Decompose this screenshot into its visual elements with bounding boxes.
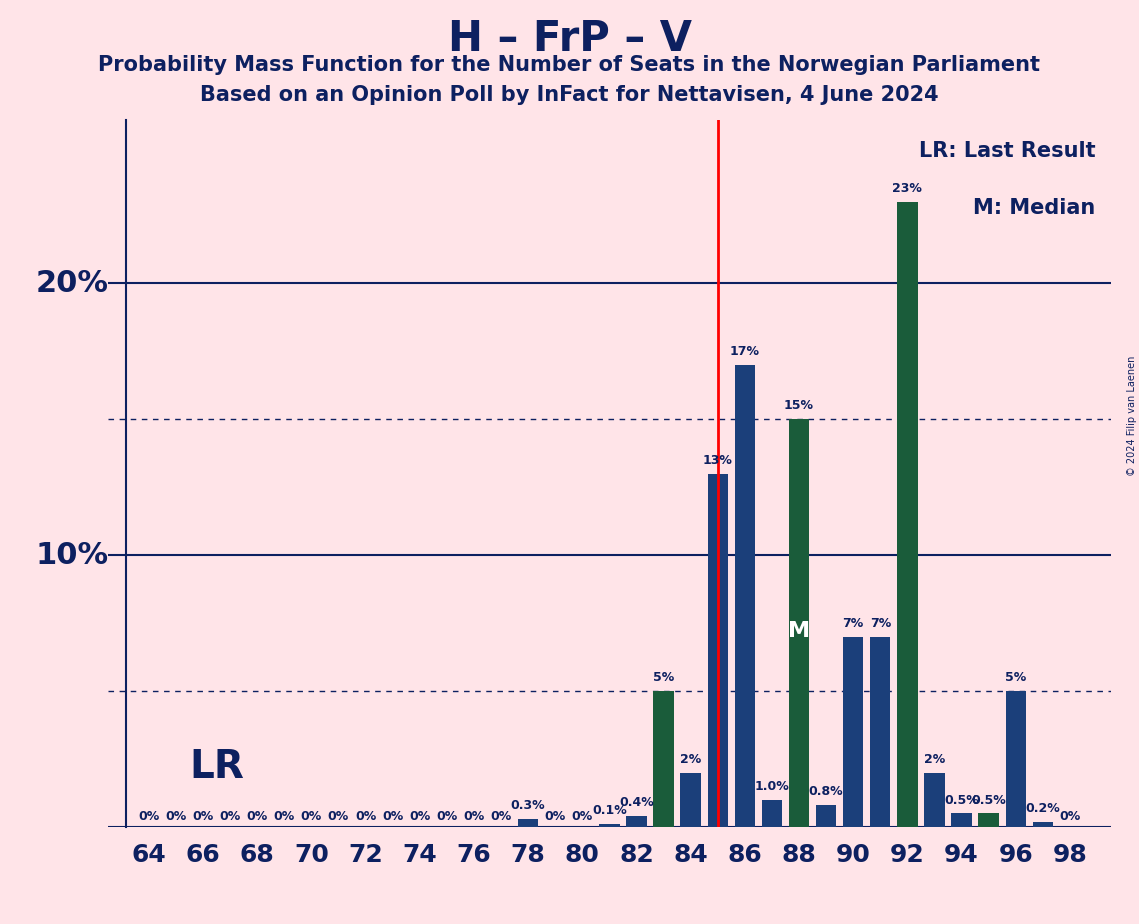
Text: Based on an Opinion Poll by InFact for Nettavisen, 4 June 2024: Based on an Opinion Poll by InFact for N…	[200, 85, 939, 105]
Text: 0%: 0%	[464, 810, 484, 823]
Text: 0.5%: 0.5%	[944, 794, 978, 807]
Text: M: Median: M: Median	[973, 198, 1096, 218]
Bar	[978, 813, 999, 827]
Text: H – FrP – V: H – FrP – V	[448, 18, 691, 60]
Text: 10%: 10%	[35, 541, 108, 569]
Text: 0%: 0%	[165, 810, 187, 823]
Text: 7%: 7%	[870, 617, 891, 630]
Bar	[762, 800, 782, 827]
Bar	[843, 637, 863, 827]
Text: LR: Last Result: LR: Last Result	[919, 141, 1096, 162]
Text: LR: LR	[189, 748, 245, 786]
Text: 2%: 2%	[924, 753, 945, 766]
Text: 0%: 0%	[301, 810, 322, 823]
Text: 5%: 5%	[1005, 671, 1026, 685]
Text: 0%: 0%	[544, 810, 566, 823]
Bar	[951, 813, 972, 827]
Bar	[654, 691, 673, 827]
Text: 7%: 7%	[843, 617, 863, 630]
Text: 2%: 2%	[680, 753, 702, 766]
Text: 0%: 0%	[382, 810, 403, 823]
Bar	[1033, 821, 1052, 827]
Text: 0%: 0%	[491, 810, 511, 823]
Bar	[518, 819, 539, 827]
Bar	[707, 473, 728, 827]
Bar	[626, 816, 647, 827]
Text: 1.0%: 1.0%	[754, 780, 789, 793]
Text: 0.4%: 0.4%	[620, 796, 654, 809]
Text: © 2024 Filip van Laenen: © 2024 Filip van Laenen	[1126, 356, 1137, 476]
Text: 5%: 5%	[653, 671, 674, 685]
Text: 0%: 0%	[436, 810, 458, 823]
Text: 20%: 20%	[35, 269, 108, 298]
Text: 0.1%: 0.1%	[592, 805, 626, 818]
Bar	[599, 824, 620, 827]
Bar	[816, 805, 836, 827]
Text: 0.2%: 0.2%	[1025, 802, 1060, 815]
Text: 17%: 17%	[730, 345, 760, 358]
Text: 15%: 15%	[784, 399, 814, 412]
Text: 0%: 0%	[1059, 810, 1081, 823]
Bar	[870, 637, 891, 827]
Text: 0%: 0%	[409, 810, 431, 823]
Text: 0%: 0%	[138, 810, 159, 823]
Bar	[789, 419, 809, 827]
Text: 23%: 23%	[893, 182, 923, 195]
Text: 0%: 0%	[246, 810, 268, 823]
Text: 0.3%: 0.3%	[510, 799, 546, 812]
Text: 0%: 0%	[355, 810, 376, 823]
Text: Probability Mass Function for the Number of Seats in the Norwegian Parliament: Probability Mass Function for the Number…	[98, 55, 1041, 76]
Bar	[898, 201, 918, 827]
Bar	[1006, 691, 1026, 827]
Text: 0.8%: 0.8%	[809, 785, 843, 798]
Text: 0%: 0%	[328, 810, 349, 823]
Text: 0%: 0%	[273, 810, 295, 823]
Bar	[924, 772, 944, 827]
Text: 0%: 0%	[192, 810, 214, 823]
Text: 0%: 0%	[572, 810, 593, 823]
Text: M: M	[788, 621, 810, 641]
Text: 0.5%: 0.5%	[972, 794, 1006, 807]
Text: 13%: 13%	[703, 454, 732, 467]
Bar	[735, 365, 755, 827]
Bar	[680, 772, 700, 827]
Text: 0%: 0%	[220, 810, 240, 823]
